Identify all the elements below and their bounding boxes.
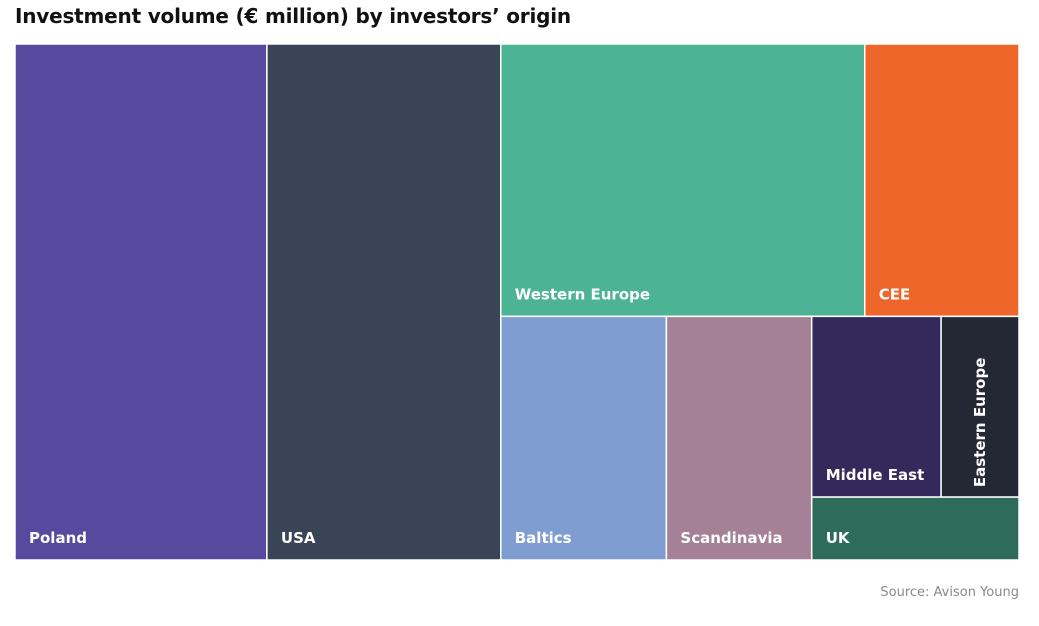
treemap-label-cee: CEE (879, 285, 911, 303)
treemap-tile-scandinavia[interactable] (665, 315, 813, 561)
treemap-tile-cee[interactable] (863, 43, 1020, 318)
treemap-labels: Poland USA Western Europe CEE Baltics Scandin… (29, 285, 989, 547)
treemap-tile-middle-east[interactable] (810, 315, 942, 498)
treemap-tile-uk[interactable] (810, 496, 1020, 561)
treemap-tile-eastern-europe[interactable] (940, 315, 1020, 498)
treemap-tile-western-europe[interactable] (500, 43, 866, 318)
treemap-label-usa: USA (281, 529, 316, 547)
treemap-label-western-europe: Western Europe (515, 285, 650, 303)
treemap-tile-baltics[interactable] (500, 315, 668, 561)
treemap-tile-poland[interactable] (14, 43, 268, 561)
treemap-tiles (14, 43, 1020, 561)
treemap-label-poland: Poland (29, 529, 87, 547)
chart-title: Investment volume (€ million) by investo… (15, 4, 571, 28)
treemap-tile-usa[interactable] (266, 43, 502, 561)
source-note: Source: Avison Young (880, 585, 1019, 600)
treemap-label-middle-east: Middle East (826, 466, 925, 484)
treemap-label-uk: UK (826, 529, 851, 547)
treemap-label-scandinavia: Scandinavia (680, 529, 782, 547)
treemap-label-baltics: Baltics (515, 529, 572, 547)
treemap-label-eastern-europe: Eastern Europe (971, 358, 989, 487)
